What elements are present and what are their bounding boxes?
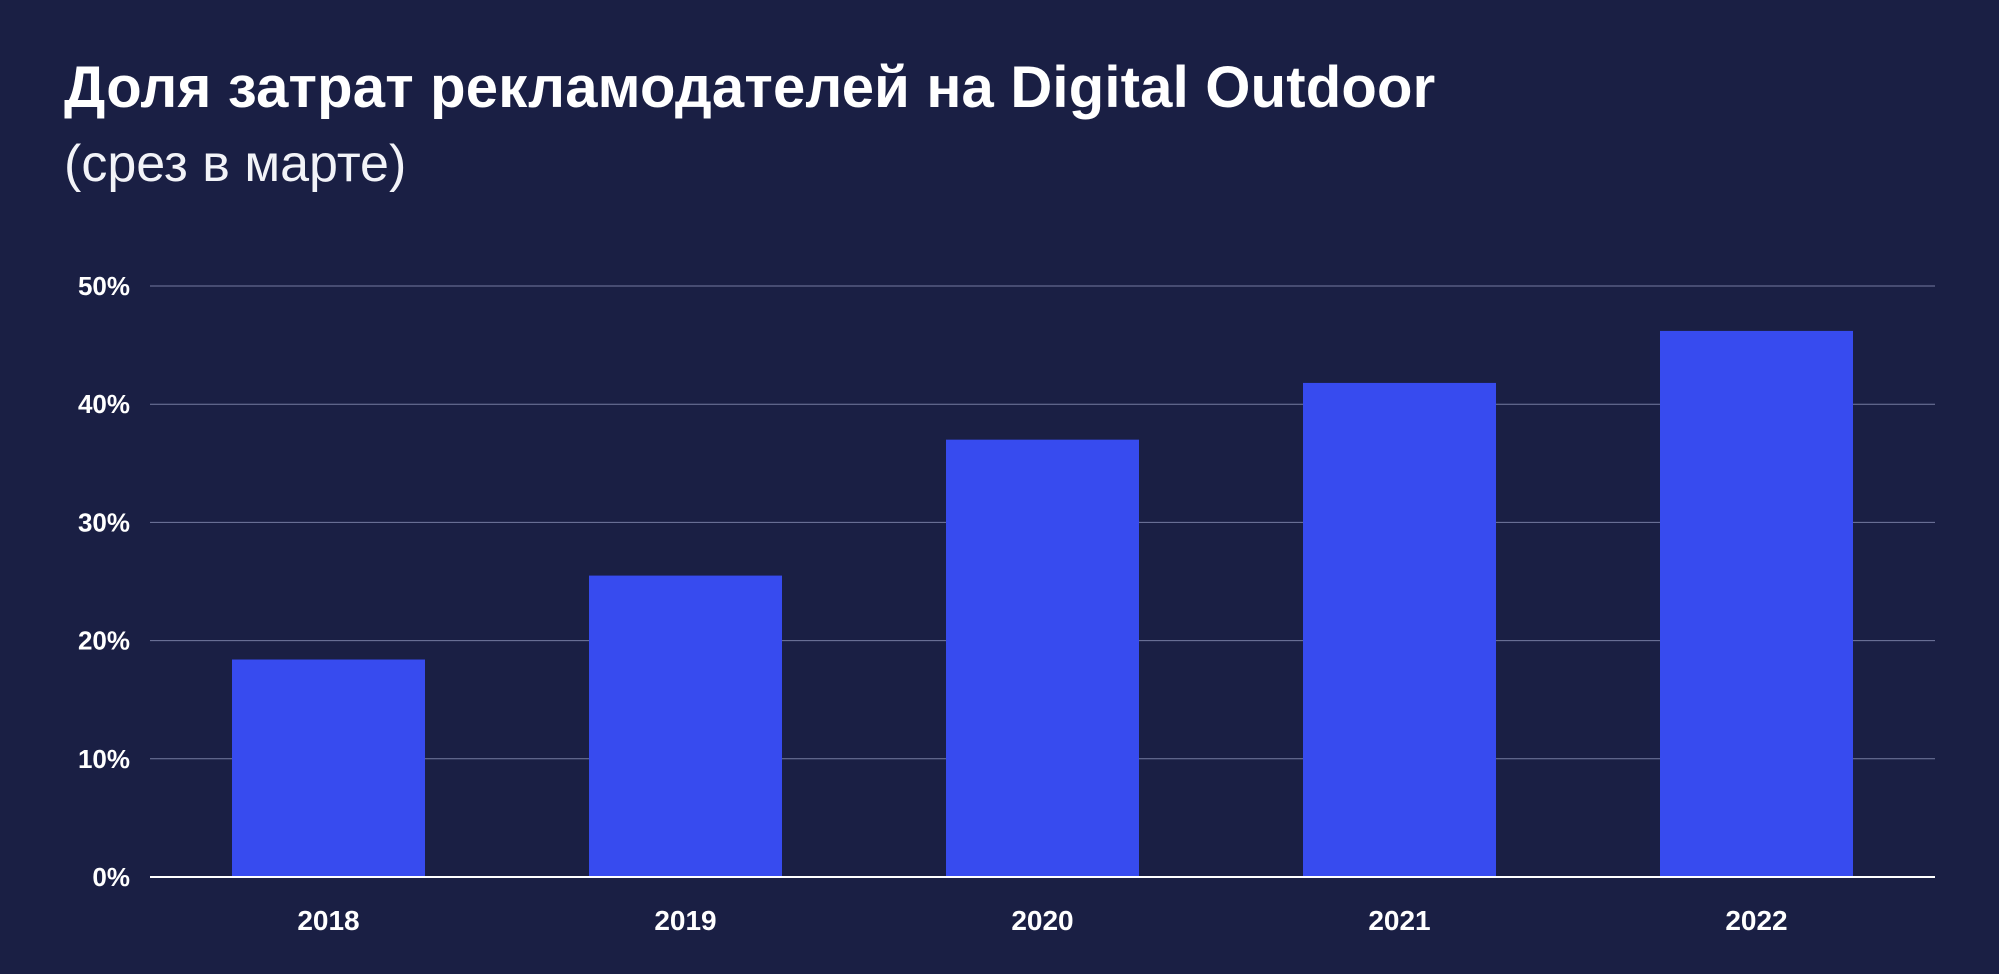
x-tick-label: 2018 (297, 905, 359, 936)
bar-2020 (946, 439, 1139, 877)
y-tick-label: 40% (78, 389, 130, 419)
y-tick-label: 30% (78, 507, 130, 537)
x-tick-label: 2019 (654, 905, 716, 936)
x-tick-label: 2022 (1725, 905, 1787, 936)
bar-2018 (232, 659, 425, 877)
y-tick-label: 0% (92, 862, 130, 892)
chart-subtitle: (срез в марте) (64, 135, 407, 193)
bar-2019 (589, 575, 782, 877)
x-tick-label: 2020 (1011, 905, 1073, 936)
bars (232, 330, 1853, 877)
x-axis-tick-labels: 2018 2019 2020 2021 2022 (297, 905, 1787, 936)
chart-title: Доля затрат рекламодателей на Digital Ou… (64, 55, 1436, 120)
bar-2022 (1660, 330, 1853, 877)
y-axis-tick-labels: 0% 10% 20% 30% 40% 50% (78, 271, 130, 892)
y-tick-label: 50% (78, 271, 130, 301)
y-tick-label: 20% (78, 626, 130, 656)
bar-2021 (1303, 382, 1496, 877)
y-tick-label: 10% (78, 744, 130, 774)
x-tick-label: 2021 (1368, 905, 1430, 936)
